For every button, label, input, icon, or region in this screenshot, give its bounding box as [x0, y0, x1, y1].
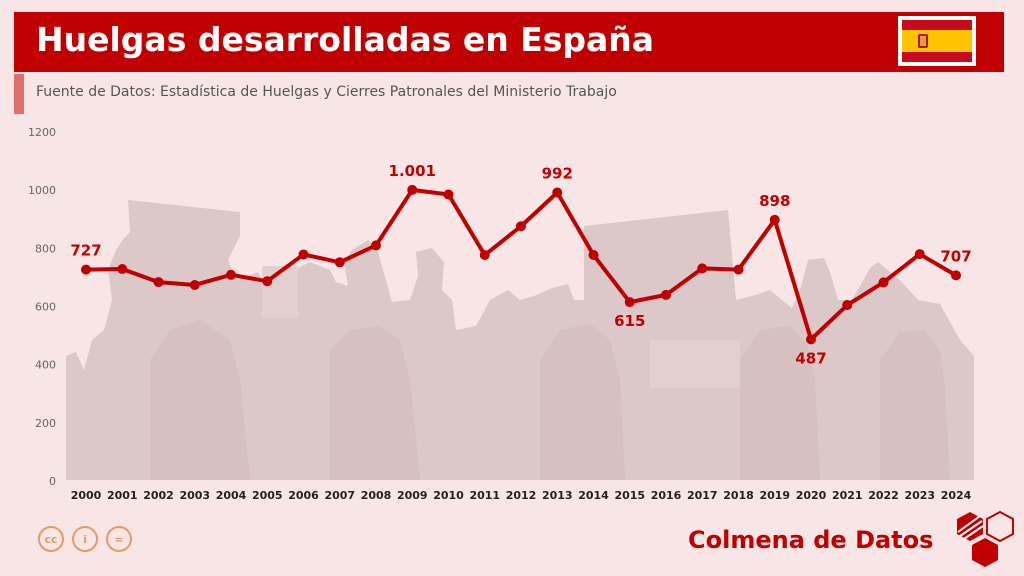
data-point	[733, 264, 744, 275]
data-point	[769, 214, 780, 225]
data-label: 898	[759, 192, 790, 210]
data-point	[298, 249, 309, 260]
y-tick-label: 1000	[28, 184, 56, 197]
x-tick-label: 2015	[614, 489, 645, 502]
data-point	[334, 257, 345, 268]
y-tick-label: 0	[49, 475, 56, 488]
y-tick-label: 400	[35, 359, 56, 372]
x-tick-label: 2006	[288, 489, 319, 502]
subtitle-accent-bar	[14, 74, 24, 114]
x-tick-label: 2005	[252, 489, 283, 502]
data-point	[552, 187, 563, 198]
x-tick-label: 2020	[796, 489, 827, 502]
data-point	[407, 184, 418, 195]
x-tick-label: 2002	[143, 489, 174, 502]
x-tick-label: 2017	[687, 489, 718, 502]
flag-frame	[898, 16, 976, 66]
data-labels: 727 1.001 992 615 898 487 707	[70, 162, 971, 367]
y-tick-label: 600	[35, 301, 56, 314]
data-label: 1.001	[389, 162, 436, 180]
data-label: 727	[70, 242, 101, 260]
data-point	[479, 250, 490, 261]
data-point	[661, 289, 671, 300]
x-tick-label: 2010	[433, 489, 464, 502]
data-point	[951, 270, 961, 281]
y-tick-label: 1200	[28, 126, 56, 139]
spain-flag-icon	[902, 20, 972, 62]
data-label: 487	[795, 349, 826, 367]
data-point	[588, 250, 599, 261]
x-tick-label: 2024	[941, 489, 972, 502]
data-point	[262, 276, 273, 287]
creative-commons-icon: cc	[38, 526, 64, 552]
x-tick-label: 2021	[832, 489, 863, 502]
data-source-subtitle: Fuente de Datos: Estadística de Huelgas …	[36, 84, 617, 100]
data-point	[914, 249, 925, 260]
hexagon-logo-icon	[957, 510, 1014, 567]
x-tick-label: 2016	[651, 489, 682, 502]
data-point	[516, 221, 526, 232]
x-tick-label: 2022	[868, 489, 899, 502]
x-tick-label: 2008	[361, 489, 392, 502]
y-axis: 0 200 400 600 800 1000 1200	[28, 126, 56, 488]
data-points	[81, 184, 961, 345]
x-tick-label: 2014	[578, 489, 609, 502]
data-label: 707	[940, 247, 971, 265]
data-point	[697, 263, 708, 274]
license-icons: cc i =	[38, 526, 132, 552]
x-tick-label: 2023	[904, 489, 935, 502]
x-tick-label: 2012	[506, 489, 537, 502]
x-tick-label: 2011	[469, 489, 500, 502]
data-point	[624, 297, 635, 308]
data-point	[153, 277, 164, 288]
protest-crowd-silhouette	[66, 200, 974, 480]
y-tick-label: 200	[35, 417, 56, 430]
data-point	[371, 240, 381, 251]
x-tick-label: 2004	[216, 489, 247, 502]
data-point	[443, 189, 454, 200]
data-point	[81, 264, 91, 275]
x-tick-label: 2003	[179, 489, 210, 502]
data-point	[226, 269, 236, 280]
data-label: 615	[614, 312, 645, 330]
header-banner: Huelgas desarrolladas en España	[14, 12, 1004, 72]
brand-name: Colmena de Datos	[688, 526, 934, 554]
x-tick-label: 2018	[723, 489, 754, 502]
x-tick-label: 2007	[324, 489, 355, 502]
x-tick-label: 2001	[107, 489, 138, 502]
data-point	[189, 279, 200, 290]
data-point	[842, 300, 853, 311]
no-derivatives-icon: =	[106, 526, 132, 552]
y-tick-label: 800	[35, 242, 56, 255]
page-title: Huelgas desarrolladas en España	[36, 20, 655, 59]
x-tick-label: 2009	[397, 489, 428, 502]
x-tick-label: 2013	[542, 489, 573, 502]
x-tick-label: 2000	[71, 489, 102, 502]
attribution-icon: i	[72, 526, 98, 552]
data-point	[806, 334, 816, 345]
x-axis: 2000 2001 2002 2003 2004 2005 2006 2007 2008 2009…	[71, 489, 972, 502]
data-point	[117, 263, 128, 274]
data-label: 992	[542, 164, 573, 182]
x-tick-label: 2019	[759, 489, 790, 502]
data-point	[878, 277, 889, 288]
